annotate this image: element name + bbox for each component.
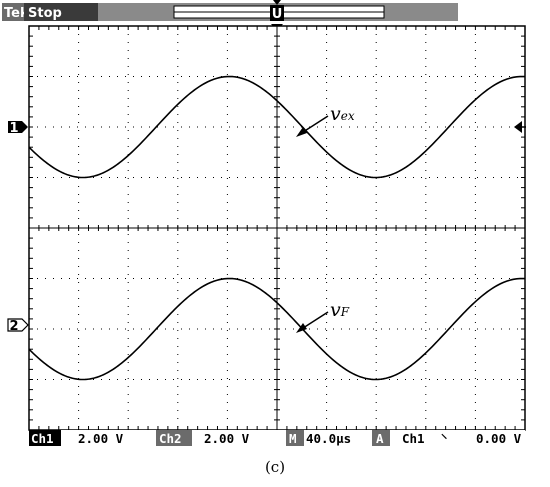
svg-text:1: 1: [9, 121, 18, 136]
ch2-scale: 2.00 V: [204, 431, 250, 446]
svg-text:U: U: [272, 7, 283, 22]
figure-caption: (c): [264, 458, 286, 476]
trigger-slope-icon: ⸌: [441, 431, 447, 446]
ch1-ground-marker: 1: [8, 121, 28, 136]
brand-badge: [2, 3, 24, 21]
ch1-scale: 2.00 V: [78, 431, 124, 446]
status-bar: Ch1 2.00 V Ch2 2.00 V M 40.0µs A Ch1 ⸌ 0…: [29, 430, 525, 446]
ch2-ground-marker: 2: [7, 318, 29, 334]
trigger-source: Ch1: [402, 431, 425, 446]
graticule-grid: [28, 25, 526, 431]
brand-label: Tek: [4, 6, 29, 21]
waveform-ch2: [28, 277, 526, 381]
trigger-mode: A: [376, 431, 384, 446]
run-state-badge: [24, 3, 98, 21]
ch2-label: Ch2: [159, 431, 182, 446]
svg-text:vex: vex: [330, 103, 355, 125]
svg-text:vF: vF: [330, 299, 350, 321]
waveform-traces: [28, 75, 526, 381]
timebase-value: 40.0µs: [306, 431, 351, 446]
timebase-label: M: [289, 431, 297, 446]
waveform-ch1: [28, 75, 526, 179]
ch1-label: Ch1: [31, 431, 54, 446]
svg-text:2: 2: [9, 319, 18, 334]
annotation-ch1: vex: [296, 103, 355, 137]
ch1-label-badge: [29, 430, 61, 446]
trigger-mode-badge: [372, 430, 390, 446]
arrow-head-icon: [296, 323, 307, 333]
trigger-position-arrow-icon: [273, 0, 281, 5]
arrow-head-icon: [296, 127, 307, 137]
run-state-label: Stop: [28, 6, 62, 21]
ch2-label-badge: [156, 430, 192, 446]
annotation-ch2: vF: [296, 299, 350, 333]
trigger-position-marker: [270, 5, 284, 21]
trigger-level-arrow-icon: [514, 121, 522, 133]
timebase-label-badge: [286, 430, 304, 446]
header-bar: Tek Stop U: [0, 0, 550, 24]
trigger-level: 0.00 V: [476, 431, 522, 446]
